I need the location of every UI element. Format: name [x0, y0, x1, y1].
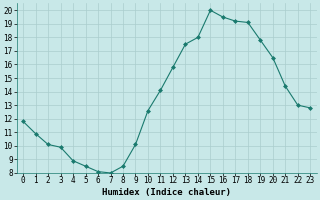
X-axis label: Humidex (Indice chaleur): Humidex (Indice chaleur)	[102, 188, 231, 197]
